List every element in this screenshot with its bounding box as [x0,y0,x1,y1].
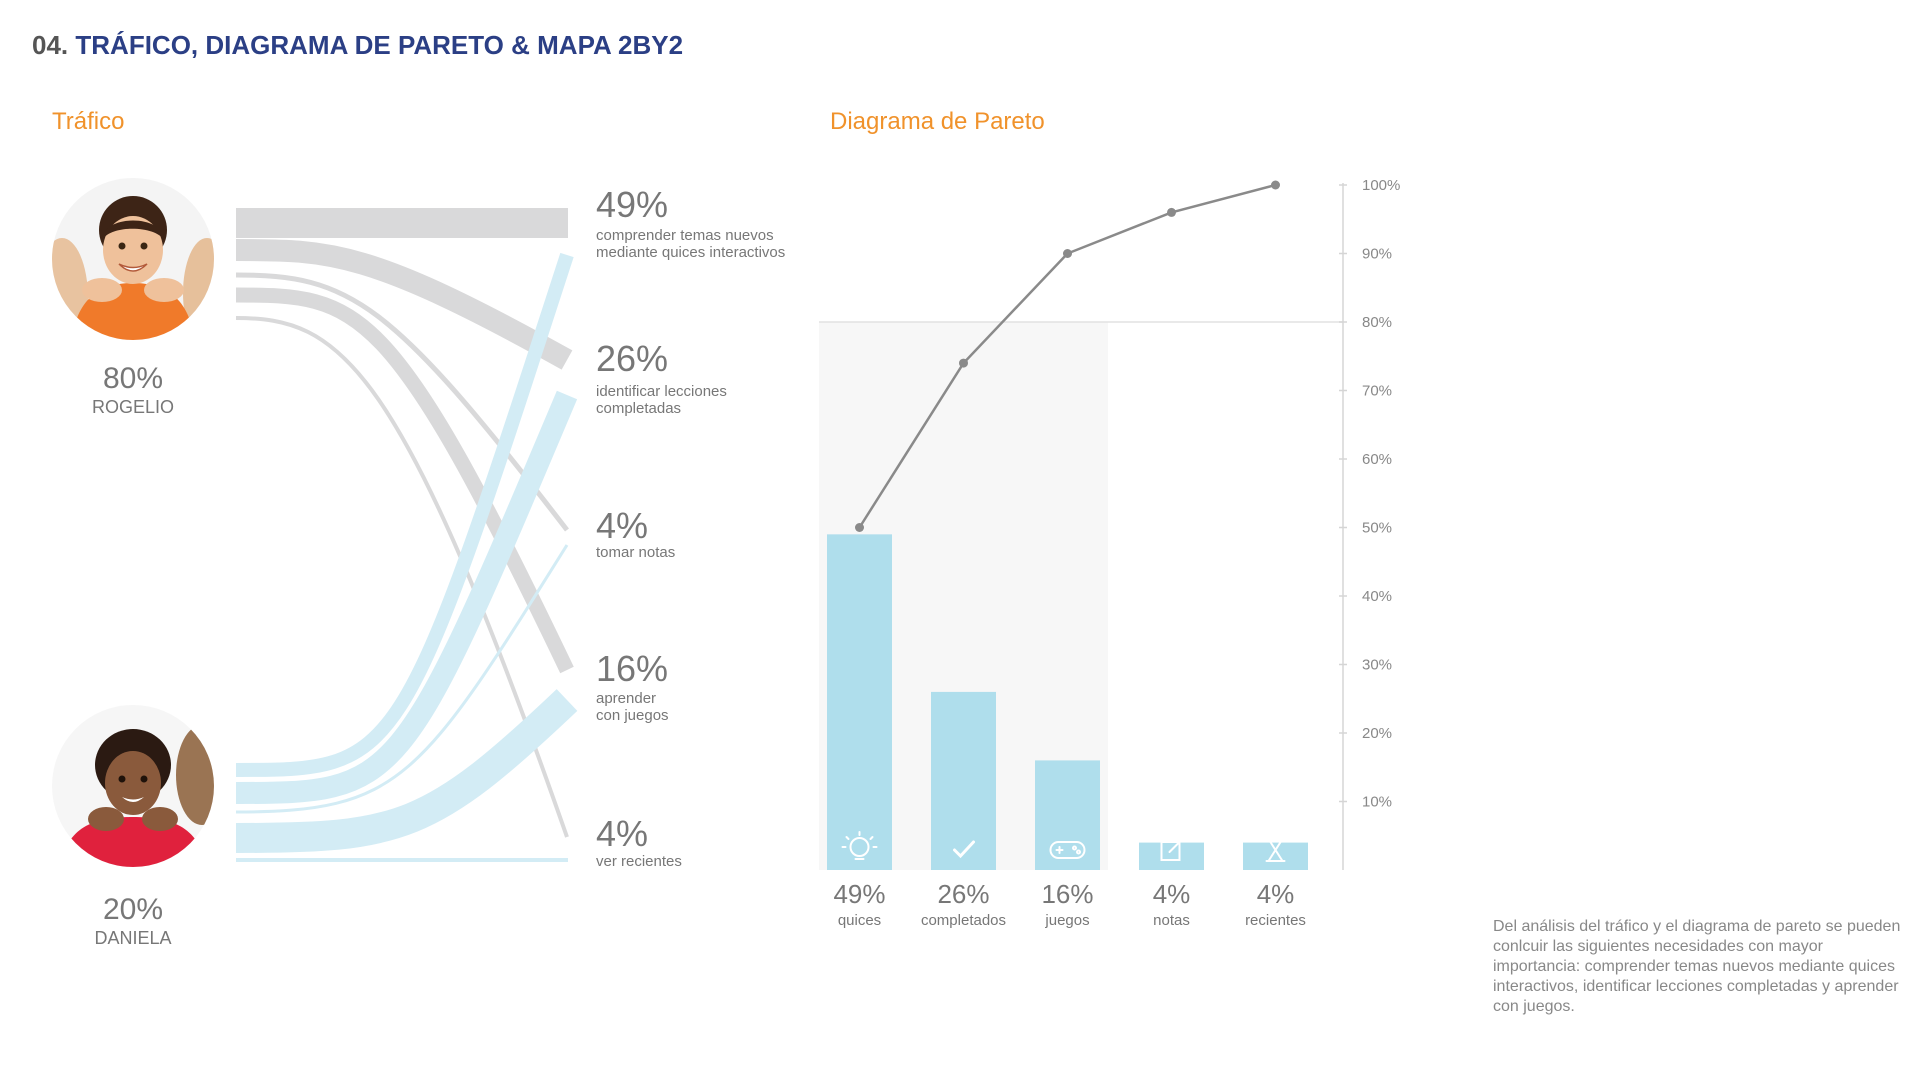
destination-pct-completadas: 26% [596,338,669,379]
destination-desc-notas: tomar notas [596,544,676,561]
y-tick-label: 100% [1362,177,1400,194]
traffic-title: Tráfico [52,108,125,135]
y-tick-label: 20% [1362,725,1392,742]
pareto-title: Diagrama de Pareto [830,108,1045,135]
checkmark-icon [953,840,975,859]
hourglass-icon [1265,838,1286,862]
flow-rogelio-completadas [235,239,573,370]
flow-daniela-notas [235,544,569,814]
cumulative-point [855,523,864,532]
destination-pct-notas: 4% [596,505,649,546]
bar-completados [931,691,996,870]
bar-value-label: 26% [937,879,989,909]
flow-daniela-completadas [235,390,578,804]
bar-juegos [1035,760,1100,870]
flow-daniela-juegos [235,689,578,853]
y-tick-label: 50% [1362,520,1392,537]
y-tick-label: 60% [1362,451,1392,468]
y-tick-label: 90% [1362,246,1392,263]
rogelio-percentage: 80% [102,362,164,395]
y-tick-label: 30% [1362,657,1392,674]
destination-desc-recientes: ver recientes [596,853,682,870]
y-tick-label: 80% [1362,314,1392,331]
destination-desc-completadas: identificar lecciones completadas [596,383,727,417]
bar-notas [1139,842,1204,870]
bar-value-label: 4% [1257,879,1295,909]
cumulative-point [1271,180,1280,190]
section-number: 04. [32,30,69,60]
bar-value-label: 49% [833,879,885,909]
lightbulb-icon [841,831,878,860]
destination-desc-quices: comprender temas nuevos mediante quices … [596,227,786,261]
cumulative-point [1063,249,1072,258]
flow-rogelio-recientes [235,316,569,838]
bar-recientes [1243,842,1308,870]
flow-daniela-quices [235,252,574,777]
bar-quices [827,534,892,870]
bar-value-label: 16% [1041,879,1093,909]
gamepad-icon [1049,841,1086,859]
daniela-percentage: 20% [102,893,164,926]
destination-pct-recientes: 4% [596,813,649,854]
destination-pct-juegos: 16% [596,648,669,689]
page-title: 04. TRÁFICO, DIAGRAMA DE PARETO & MAPA 2… [32,30,683,61]
destination-desc-juegos: aprender con juegos [596,690,669,724]
category-label: recientes [1245,912,1306,929]
daniela-name: DANIELA [94,928,172,948]
conclusion-text: Del análisis del tráfico y el diagrama d… [1493,918,1901,1015]
category-label: completados [921,912,1006,929]
category-label: juegos [1044,912,1089,929]
edit-note-icon [1160,838,1184,861]
category-label: notas [1153,912,1190,929]
avatar-daniela [52,705,214,867]
section-title: TRÁFICO, DIAGRAMA DE PARETO & MAPA 2BY2 [75,30,684,60]
rogelio-name: ROGELIO [91,397,175,417]
category-label: quices [838,912,881,929]
y-tick-label: 10% [1362,794,1392,811]
bar-value-label: 4% [1153,879,1191,909]
destination-pct-quices: 49% [596,184,669,225]
cumulative-point [1167,207,1176,217]
cumulative-point [959,358,968,368]
y-tick-label: 40% [1362,588,1392,605]
y-tick-label: 70% [1362,383,1392,400]
girl-photo [52,705,214,867]
